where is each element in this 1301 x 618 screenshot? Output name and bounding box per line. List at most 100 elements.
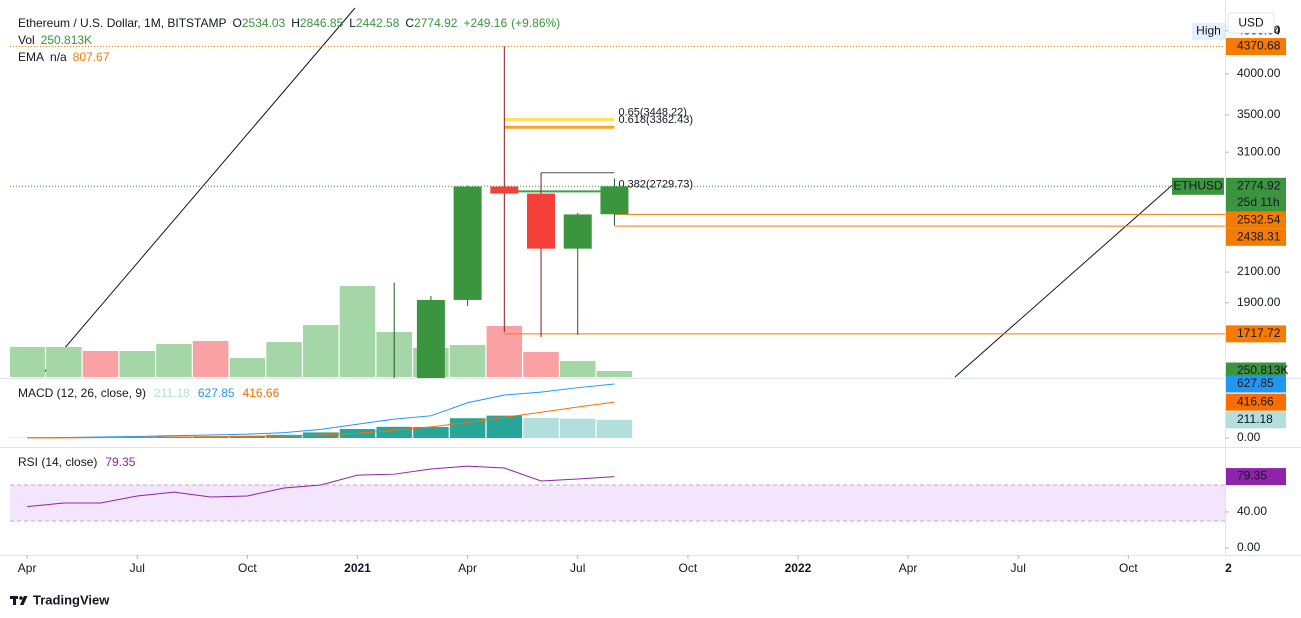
level-label-box [1226,38,1286,56]
level-label: 2532.54 [1237,212,1281,226]
trend-line[interactable] [39,7,356,378]
ema-name: EMA [18,50,44,64]
volume-bar [10,346,45,377]
ohlc-key: L [349,16,356,30]
legend: Ethereum / U.S. Dollar, 1M, BITSTAMP O253… [18,16,560,30]
macd-histogram-bar [413,426,449,439]
trend-line[interactable] [954,179,1179,378]
y-tick-label: 4000.00 [1237,66,1281,80]
rsi-value: 79.35 [105,455,135,469]
change-percent: (+9.86%) [511,16,560,30]
time-axis: Apr Jul Oct 2021 Apr Jul Oct 2022 Apr Jul Oct 2023 [18,555,1252,575]
candle-body [600,186,629,215]
volume-label: 250.813K [1237,363,1288,377]
signal-line [27,401,615,439]
volume-bar [449,345,486,377]
volume-bar [486,326,523,377]
logo: TradingView [10,592,110,607]
macd-line [27,383,615,439]
symbol-tag [1172,177,1224,195]
volume-bar [559,360,596,377]
legend: Vol 250.813K [18,33,92,47]
ema-value: 807.67 [73,50,110,64]
x-tick-label: Jul [1011,561,1026,575]
level-label-box [1226,211,1286,229]
x-tick-label: Jul [570,561,585,575]
macd-histogram-bar [266,434,302,439]
candle-body [453,186,482,300]
volume-bar [192,340,229,377]
high-tag-label: High [1196,24,1221,38]
volume-value: 250.813K [41,33,92,47]
x-tick-label: Oct [1119,561,1138,575]
macd-histogram-bar [559,418,596,439]
logo-icon [13,596,16,605]
x-tick-label: Oct [238,561,257,575]
x-tick-label: Oct [679,561,698,575]
candle-body [380,393,408,416]
x-tick-label: 2023 [1225,561,1252,575]
macd-histogram-bar [486,415,523,439]
y-tick-label: 40.00 [1237,504,1267,518]
volume-bar [229,358,266,377]
macd-title: MACD (12, 26, close, 9) [18,386,146,400]
volume-bar [596,370,633,377]
currency: USD [1238,16,1264,30]
level-label: 2438.31 [1237,229,1281,243]
volume-bar [523,351,559,377]
volume-bar [82,350,119,377]
y-tick-label: 1900.00 [1237,295,1281,309]
last-price-label-sub: 25d 11h [1237,195,1280,209]
change: +249.16 [463,16,507,30]
ohlc-value: 2846.85 [300,16,344,30]
ohlc-value: 2774.92 [414,16,458,30]
candle-body [490,186,519,194]
ema-source: n/a [50,50,67,64]
rsi-value-label-box [1226,468,1286,486]
y-tick-label: 3100.00 [1237,144,1281,158]
volume-bar [46,346,82,377]
logo-icon [19,596,23,600]
brand[interactable]: TradingView [33,592,110,607]
x-tick-label: 2021 [344,561,371,575]
fib-label: 0.382(2729.73) [618,178,693,190]
macd-histogram-bar [523,417,559,439]
macd-histogram-bar [229,435,266,439]
level-label-box [1226,228,1286,246]
drawings [39,7,1179,378]
histogram-value-label-box [1226,411,1286,429]
y-tick-label: 0.00 [1237,540,1261,554]
macd-value-label-box [1226,375,1286,393]
logo-icon [20,596,28,605]
x-tick-label: Jul [130,561,145,575]
signal-value-label-box [1226,393,1286,411]
rsi-line [27,465,615,508]
level-label-box [1226,325,1286,343]
ohlc-key: H [291,16,300,30]
rsi-title: RSI (14, close) [18,455,97,469]
ohlc-key: O [233,16,242,30]
fib-label: 0.618(3362.43) [618,114,693,126]
volume-bar [266,341,302,377]
x-tick-label: 2022 [785,561,812,575]
x-tick-label: Apr [899,561,918,575]
macd-histogram-bar [376,426,412,439]
signal-value: 416.66 [243,386,280,400]
macd-value: 627.85 [198,386,235,400]
candle-body [416,299,445,378]
candle-body [563,214,592,249]
x-tick-label: Apr [18,561,37,575]
currency-box [1227,12,1275,34]
macd-histogram-bar [596,419,633,439]
last-price-label: 2774.92 [1237,178,1281,192]
volume-bar [119,350,156,377]
signal-value-label: 416.66 [1237,394,1274,408]
y-tick-label: 3500.00 [1237,107,1281,121]
y-tick-label: 2100.00 [1237,264,1281,278]
price-pane: 0.65(3448.22)0.618(3362.43) 0.382(2729.73… [10,46,1225,416]
x-tick-label: Apr [458,561,477,575]
ohlc-value: 2442.58 [356,16,400,30]
volume-bar [156,344,192,377]
level-label: 4370.68 [1237,39,1281,53]
